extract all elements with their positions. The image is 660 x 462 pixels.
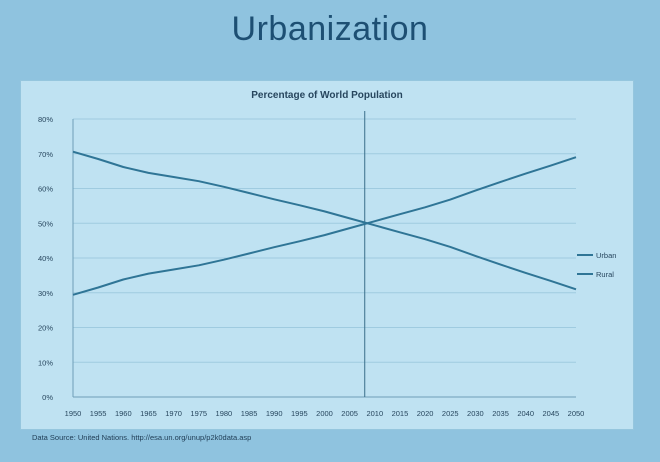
y-tick-label: 60% [38, 185, 53, 194]
x-tick-label: 1965 [140, 409, 157, 418]
y-tick-label: 70% [38, 150, 53, 159]
legend-label-urban: Urban [596, 251, 616, 260]
x-tick-label: 2040 [517, 409, 534, 418]
x-tick-label: 2020 [417, 409, 434, 418]
chart-panel: Percentage of World Population 0% 10% 20% 3… [20, 80, 634, 430]
line-chart: 0% 10% 20% 30% 40% 50% 60% 70% 80% 1950 1955 1960 19… [38, 111, 616, 418]
legend-label-rural: Rural [596, 270, 614, 279]
y-tick-label: 10% [38, 358, 53, 367]
x-tick-label: 1975 [190, 409, 207, 418]
x-tick-label: 2000 [316, 409, 333, 418]
y-tick-label: 50% [38, 219, 53, 228]
x-tick-label: 1985 [241, 409, 258, 418]
y-tick-label: 0% [42, 393, 53, 402]
x-tick-label: 1980 [216, 409, 233, 418]
y-tick-label: 30% [38, 289, 53, 298]
series-line-rural [72, 150, 577, 291]
x-tick-label: 2045 [543, 409, 560, 418]
x-tick-label: 1995 [291, 409, 308, 418]
chart-title: Percentage of World Population [251, 90, 403, 101]
x-tick-label: 2030 [467, 409, 484, 418]
x-tick-label: 2005 [341, 409, 358, 418]
x-tick-label: 1960 [115, 409, 132, 418]
x-tick-label: 2050 [568, 409, 585, 418]
x-tick-label: 2025 [442, 409, 459, 418]
x-tick-label: 2035 [492, 409, 509, 418]
x-tick-label: 1970 [165, 409, 182, 418]
slide-title: Urbanization [231, 10, 429, 48]
y-tick-label: 80% [38, 115, 53, 124]
data-source-note: Data Source: United Nations. http://esa.… [32, 433, 252, 442]
x-tick-label: 2015 [392, 409, 409, 418]
x-tick-label: 1955 [90, 409, 107, 418]
series-line-urban [72, 156, 577, 296]
x-tick-label: 1990 [266, 409, 283, 418]
y-tick-label: 40% [38, 254, 53, 263]
x-tick-label: 1950 [65, 409, 82, 418]
x-tick-label: 2010 [366, 409, 383, 418]
y-tick-label: 20% [38, 324, 53, 333]
